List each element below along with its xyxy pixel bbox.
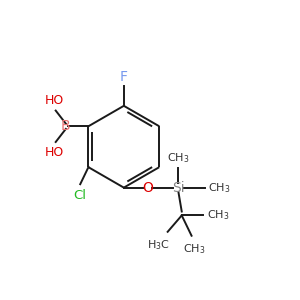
Text: CH$_3$: CH$_3$ — [167, 151, 190, 165]
Text: F: F — [120, 70, 128, 84]
Text: HO: HO — [44, 94, 64, 107]
Text: HO: HO — [44, 146, 64, 159]
Text: CH$_3$: CH$_3$ — [207, 208, 230, 222]
Text: CH$_3$: CH$_3$ — [208, 181, 230, 194]
Text: O: O — [142, 181, 153, 195]
Text: Si: Si — [172, 181, 185, 195]
Text: CH$_3$: CH$_3$ — [183, 242, 205, 256]
Text: Cl: Cl — [74, 189, 87, 202]
Text: B: B — [61, 119, 70, 133]
Text: H$_3$C: H$_3$C — [147, 238, 170, 252]
